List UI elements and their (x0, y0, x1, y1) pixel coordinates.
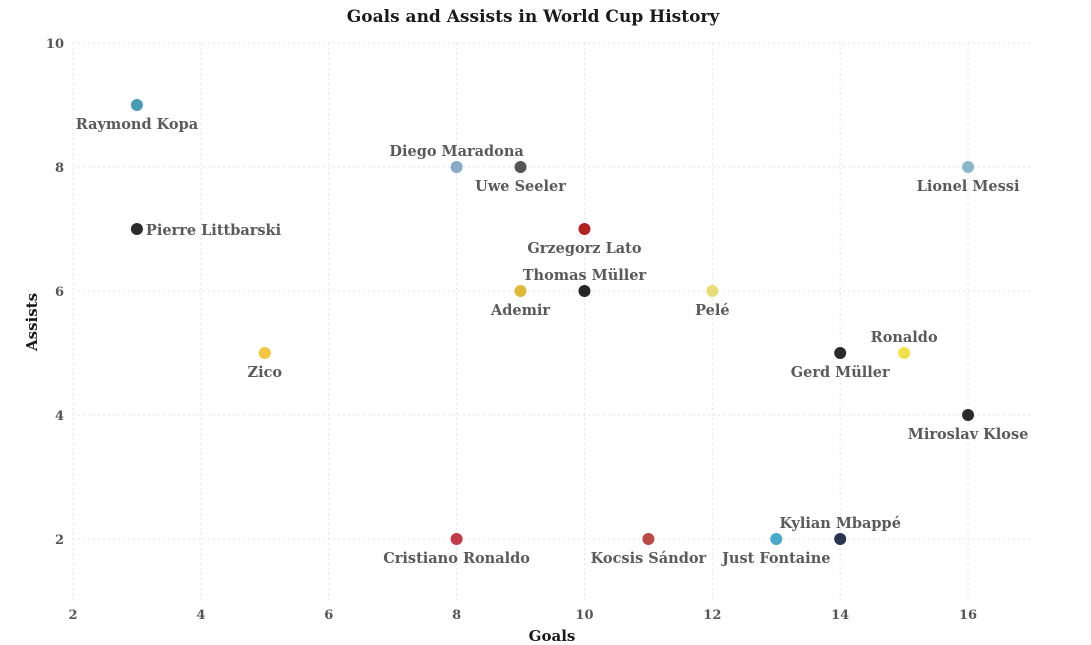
point-label: Zico (248, 364, 283, 381)
point-label: Ronaldo (871, 329, 938, 346)
data-point (130, 223, 143, 235)
grid (72, 42, 1032, 601)
data-point (258, 347, 271, 359)
point-label: Diego Maradona (389, 143, 524, 160)
data-point (578, 223, 591, 235)
point-label: Grzegorz Lato (527, 240, 642, 257)
data-point (898, 347, 911, 359)
y-tick-label: 8 (55, 161, 64, 176)
point-label: Kocsis Sándor (591, 550, 707, 567)
data-point (514, 285, 527, 297)
x-axis-title: Goals (529, 627, 576, 645)
x-tick-label: 2 (68, 608, 77, 623)
data-point (834, 347, 847, 359)
x-tick-label: 8 (452, 608, 461, 623)
point-label: Raymond Kopa (76, 116, 199, 133)
point-label: Ademir (490, 302, 550, 319)
point-label: Pierre Littbarski (146, 222, 282, 239)
point-label: Gerd Müller (791, 364, 890, 381)
data-point (642, 533, 655, 545)
x-tick-label: 12 (703, 608, 721, 623)
x-tick-label: 10 (575, 608, 593, 623)
x-tick-label: 4 (196, 608, 205, 623)
y-axis-title: Assists (23, 293, 41, 352)
y-tick-label: 2 (55, 533, 64, 548)
x-tick-label: 14 (831, 608, 849, 623)
data-point (770, 533, 783, 545)
data-point (578, 285, 591, 297)
data-points (130, 99, 975, 545)
data-point (450, 161, 463, 173)
x-tick-label: 16 (959, 608, 977, 623)
data-point (962, 161, 975, 173)
point-label: Lionel Messi (917, 178, 1020, 195)
y-tick-label: 10 (46, 37, 64, 52)
y-tick-label: 6 (55, 285, 64, 300)
point-label: Uwe Seeler (475, 178, 566, 195)
x-tick-label: 6 (324, 608, 333, 623)
axis-ticks: 2 4 6 8 10 12 14 16 2 4 6 8 10 (46, 37, 977, 623)
data-labels: Raymond Kopa Pierre Littbarski Zico Diego M… (76, 116, 1029, 567)
data-point (834, 533, 847, 545)
data-point (962, 409, 975, 421)
data-point (450, 533, 463, 545)
point-label: Just Fontaine (720, 550, 830, 567)
point-label: Cristiano Ronaldo (383, 550, 530, 567)
point-label: Thomas Müller (523, 267, 647, 284)
y-tick-label: 4 (55, 409, 64, 424)
data-point (706, 285, 719, 297)
point-label: Pelé (695, 302, 729, 319)
data-point (514, 161, 527, 173)
data-point (130, 99, 143, 111)
point-label: Kylian Mbappé (779, 515, 900, 532)
chart-title: Goals and Assists in World Cup History (347, 7, 721, 27)
point-label: Miroslav Klose (908, 426, 1029, 443)
